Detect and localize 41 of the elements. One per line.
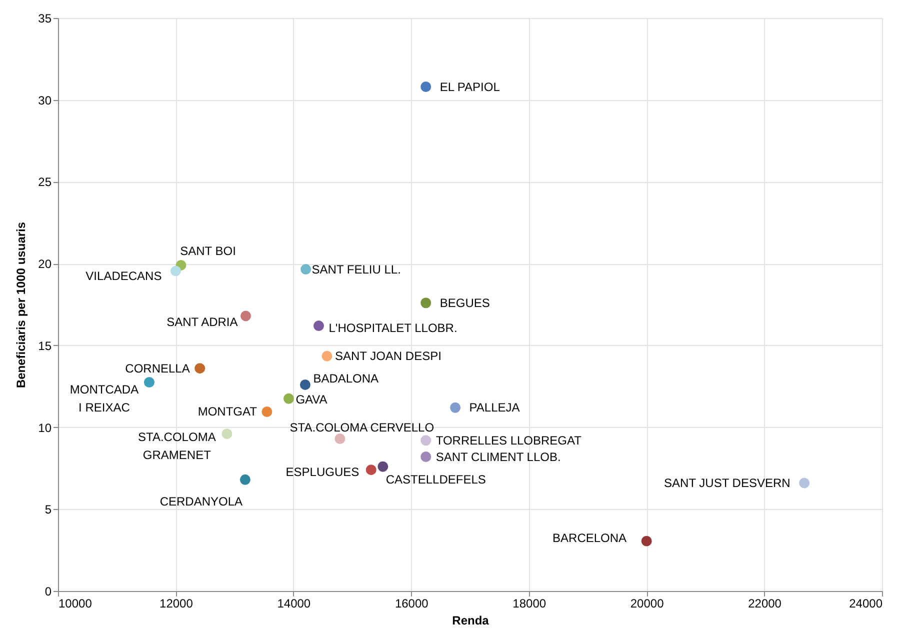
series-label: BEGUES (440, 296, 490, 310)
series-label: L'HOSPITALET LLOBR. (328, 320, 458, 335)
x-tick-label: 18000 (512, 596, 546, 610)
series-label: BADALONA (313, 372, 379, 386)
x-tick-label: 14000 (277, 596, 311, 610)
series-label: MONTCADA I REIXAC (70, 382, 139, 414)
series-label: SANT JOAN DESPI (334, 349, 442, 364)
series-label: SANT BOI (180, 244, 236, 258)
y-tick-label: 10 (38, 420, 52, 435)
y-tick-label: 0 (44, 584, 52, 598)
x-tick-label: 10000 (58, 596, 92, 610)
y-tick-label: 35 (38, 12, 52, 26)
y-tick-label: 15 (38, 338, 52, 353)
y-tick-label: 5 (44, 502, 52, 517)
series-label: CERDANYOLA (160, 494, 243, 509)
x-tick-label: 20000 (630, 596, 664, 610)
x-tick-label: 24000 (849, 596, 883, 610)
series-label: BARCELONA (552, 531, 627, 546)
x-axis-title: Renda (452, 614, 490, 628)
x-tick-label: 12000 (160, 596, 194, 610)
y-axis-title: Beneficiaris per 1000 usuaris (14, 222, 28, 388)
series-label: MONTGAT (198, 404, 258, 419)
series-label: ESPLUGUES (286, 464, 360, 479)
series-label: VILADECANS (86, 268, 162, 283)
y-tick-label: 25 (38, 175, 52, 190)
series-label: SANT ADRIA (166, 314, 238, 329)
x-tick-label: 16000 (394, 596, 429, 610)
series-label: SANT JUST DESVERN (664, 476, 790, 490)
series-label: SANT FELIU LL. (312, 262, 401, 276)
series-label: CASTELLDEFELS (386, 472, 486, 487)
y-tick-label: 20 (38, 257, 52, 272)
series-label: STA.COLOMA CERVELLO (290, 420, 434, 435)
series-label: TORRELLES LLOBREGAT (436, 433, 582, 448)
series-label: STA.COLOMA GRAMENET (138, 430, 216, 462)
series-label: PALLEJA (469, 400, 520, 415)
x-tick-label: 22000 (748, 596, 782, 610)
series-label: CORNELLA (125, 361, 190, 376)
series-label: GAVA (296, 392, 328, 407)
series-label: EL PAPIOL (440, 80, 500, 94)
series-label: SANT CLIMENT LLOB. (436, 450, 561, 464)
y-tick-label: 30 (38, 93, 52, 108)
